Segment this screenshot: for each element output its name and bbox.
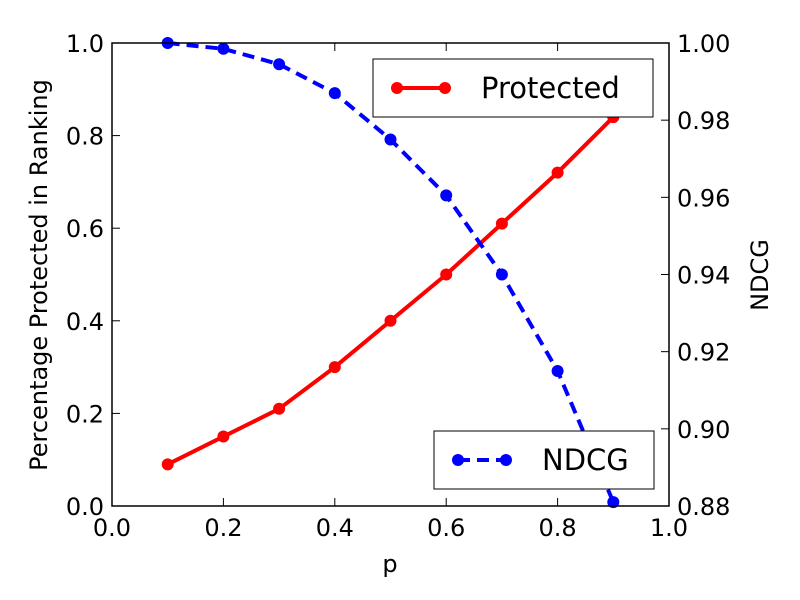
data-point-ndcg: [495, 268, 508, 281]
data-point-protected: [551, 166, 564, 179]
data-point-protected: [161, 458, 174, 471]
data-point-ndcg: [440, 189, 453, 202]
y-left-tick-label: 0.6: [66, 215, 104, 243]
legend-marker-ndcg: [452, 454, 464, 466]
data-point-ndcg: [607, 496, 620, 509]
y-left-tick-label: 0.4: [66, 308, 104, 336]
y-axis-left-label: Percentage Protected in Ranking: [25, 79, 53, 471]
series-line-protected: [166, 115, 615, 467]
x-tick-label: 0.2: [204, 514, 242, 542]
y-left-tick-label: 0.8: [66, 123, 104, 151]
y-left-tick-label: 1.0: [66, 30, 104, 58]
x-tick-label: 0.4: [316, 514, 354, 542]
y-right-tick-label: 0.88: [677, 493, 730, 521]
x-tick-label: 0.0: [93, 514, 131, 542]
x-tick-label: 0.6: [427, 514, 465, 542]
y-right-tick-label: 0.94: [677, 262, 730, 290]
y-right-tick-label: 0.98: [677, 107, 730, 135]
data-point-protected: [217, 430, 230, 443]
data-point-protected: [384, 314, 397, 327]
data-point-ndcg: [384, 133, 397, 146]
data-point-ndcg: [273, 58, 286, 71]
y-right-tick-label: 0.92: [677, 339, 730, 367]
legend-marker-ndcg: [500, 454, 512, 466]
data-point-protected: [495, 217, 508, 230]
data-point-protected: [273, 402, 286, 415]
legend-label-ndcg: NDCG: [542, 443, 629, 477]
y-left-tick-label: 0.0: [66, 493, 104, 521]
legend-label-protected: Protected: [481, 71, 620, 105]
legend-marker-protected: [439, 82, 451, 94]
data-point-protected: [440, 268, 453, 281]
legend-layer: Protected NDCG: [372, 58, 655, 490]
legend-marker-protected: [391, 82, 403, 94]
y-right-tick-label: 0.96: [677, 184, 730, 212]
x-axis-label: p: [382, 550, 397, 578]
tick-layer: 0.0 0.2 0.4 0.6 0.8 1.00.00.20.40.60.81.00.88…: [66, 30, 731, 542]
y-right-tick-label: 0.90: [677, 416, 730, 444]
y-left-tick-label: 0.2: [66, 400, 104, 428]
series-layer: [161, 37, 620, 509]
y-axis-right-label: NDCG: [746, 239, 774, 311]
data-point-protected: [328, 361, 341, 374]
data-point-ndcg: [551, 364, 564, 377]
data-point-ndcg: [328, 87, 341, 100]
x-tick-label: 1.0: [650, 514, 688, 542]
x-tick-label: 0.8: [539, 514, 577, 542]
y-right-tick-label: 1.00: [677, 30, 730, 58]
legend-box-ndcg: [433, 430, 655, 490]
